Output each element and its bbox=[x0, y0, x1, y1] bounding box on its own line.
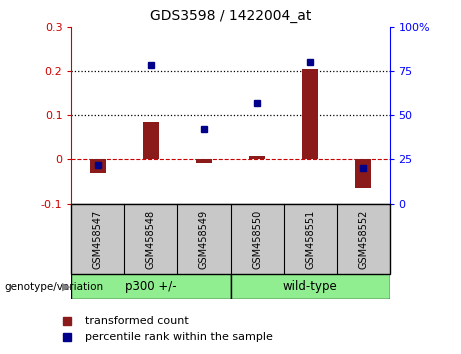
Bar bbox=[196, 159, 212, 163]
Text: ▶: ▶ bbox=[62, 282, 71, 292]
Text: GSM458552: GSM458552 bbox=[358, 209, 368, 269]
FancyBboxPatch shape bbox=[71, 204, 390, 274]
Text: p300 +/-: p300 +/- bbox=[125, 280, 177, 293]
Text: GSM458550: GSM458550 bbox=[252, 209, 262, 269]
Bar bbox=[355, 159, 371, 188]
FancyBboxPatch shape bbox=[71, 274, 230, 299]
Text: wild-type: wild-type bbox=[283, 280, 337, 293]
Text: GSM458547: GSM458547 bbox=[93, 209, 103, 269]
Text: GSM458548: GSM458548 bbox=[146, 209, 156, 269]
Text: genotype/variation: genotype/variation bbox=[5, 282, 104, 292]
Bar bbox=[302, 69, 318, 159]
Bar bbox=[143, 122, 159, 159]
FancyBboxPatch shape bbox=[230, 274, 390, 299]
Bar bbox=[90, 159, 106, 173]
Text: percentile rank within the sample: percentile rank within the sample bbox=[85, 332, 273, 342]
Title: GDS3598 / 1422004_at: GDS3598 / 1422004_at bbox=[150, 9, 311, 23]
Text: GSM458549: GSM458549 bbox=[199, 209, 209, 269]
Text: transformed count: transformed count bbox=[85, 316, 189, 326]
Bar bbox=[249, 156, 265, 159]
Text: GSM458551: GSM458551 bbox=[305, 209, 315, 269]
